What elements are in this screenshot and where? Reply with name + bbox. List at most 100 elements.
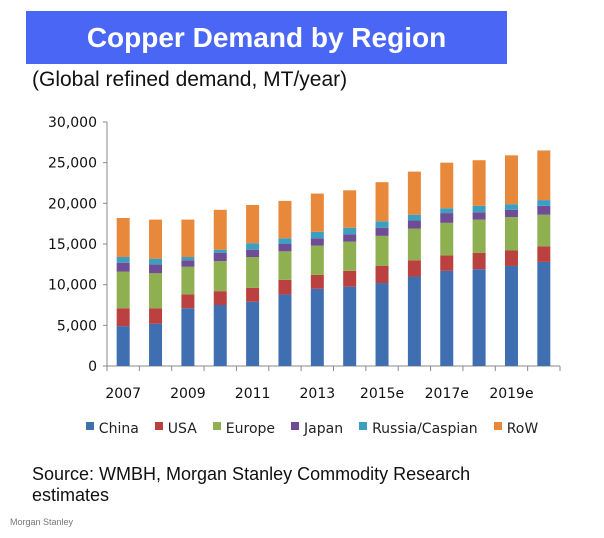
legend-label: RoW [506,421,539,437]
legend-item: RoW [493,421,539,437]
x-tick-label: 2009 [170,386,206,402]
bar-segment-usa-2012 [278,279,292,295]
y-tick-label: 10,000 [48,278,97,294]
bar-segment-usa-2019e [504,250,518,266]
brand-label: Morgan Stanley [10,517,74,527]
bar-segment-row-2018e [472,160,486,206]
legend-swatch [212,422,221,430]
bar-segment-row-2013 [310,193,324,232]
chart-title-banner: Copper Demand by Region [26,11,507,64]
x-tick-label: 2013 [300,386,336,402]
bar-segment-china-2019e [504,265,518,366]
y-tick-label: 0 [88,359,97,375]
bar-segment-china-2011 [246,301,260,366]
bar-segment-china-2012 [278,294,292,366]
bar-segment-europe-2012 [278,251,292,280]
legend-swatch [359,422,368,430]
bar-segment-row-2015e [375,182,389,222]
legend-label: Japan [304,421,344,437]
legend-swatch [85,422,94,430]
stacked-bar-chart: 0 5,000 10,000 15,000 20,000 25,000 30,000 2007… [48,115,561,402]
bar-segment-china-2015e [375,283,389,366]
bar-segment-usa-2009 [181,294,195,309]
legend-swatch [291,422,300,430]
bar-segment-china-2014 [343,286,357,366]
bar-segment-usa-2015e [375,265,389,284]
bar-segment-china-2007 [116,326,130,366]
x-tick-label: 2017e [425,386,469,402]
bar-segment-usa-2010 [213,291,227,305]
bar-segment-japan-2008 [149,264,163,274]
bar-segment-china-2018e [472,269,486,366]
bar-segment-row-2010 [213,209,227,250]
legend-label: Europe [225,421,276,437]
bar-segment-russia-caspian-2017e [440,208,454,214]
bar-segment-japan-2015e [375,227,389,236]
bar-segment-china-2016e [407,276,421,366]
bar-segment-japan-2010 [213,252,227,262]
bar-segment-russia-caspian-2016e [407,214,421,221]
bar-segment-usa-2018e [472,252,486,270]
bar-segment-row-2008 [149,219,163,259]
legend-item: China [85,421,139,437]
bar-segment-russia-caspian-2010 [213,249,227,253]
legend-label: Russia/Caspian [372,421,478,437]
bar-segment-europe-2007 [116,271,130,309]
legend-label: China [98,421,139,437]
y-tick-label: 30,000 [48,115,97,131]
bar-segment-japan-2020e [537,205,551,215]
x-tick-label: 2011 [235,386,271,402]
bar-segment-europe-2009 [181,266,195,295]
bar-segment-japan-2013 [310,238,324,246]
bar-segment-japan-2012 [278,244,292,252]
bar-segment-russia-caspian-2009 [181,257,195,261]
bar-segment-europe-2019e [504,217,518,251]
x-tick-label: 2007 [105,386,141,402]
bar-segment-japan-2016e [407,220,421,229]
bar-segment-japan-2019e [504,209,518,218]
legend-item: Japan [291,421,343,437]
bar-segment-russia-caspian-2018e [472,205,486,213]
source-note: Source: WMBH, Morgan Stanley Commodity R… [32,464,471,505]
bar-segment-usa-2017e [440,255,454,271]
bar-segment-japan-2007 [116,262,130,272]
bar-segment-russia-caspian-2007 [116,257,130,263]
bar-segment-japan-2009 [181,260,195,267]
bar-segment-usa-2013 [310,274,324,289]
legend-swatch [154,422,163,430]
bar-segment-row-2007 [116,217,130,258]
legend-item: USA [154,421,197,437]
bar-segment-row-2011 [246,204,260,244]
bar-segment-usa-2011 [246,287,260,302]
bar-segment-europe-2014 [343,241,357,271]
y-tick-label: 5,000 [57,318,97,334]
bar-segment-usa-2008 [149,308,163,324]
bar-segment-row-2014 [343,190,357,228]
bar-segment-russia-caspian-2020e [537,200,551,206]
bar-segment-china-2010 [213,305,227,366]
bar-segment-china-2020e [537,261,551,366]
bar-segment-europe-2020e [537,214,551,247]
bar-segment-row-2020e [537,150,551,201]
bar-segment-usa-2014 [343,270,357,287]
legend-item: Europe [212,421,276,437]
bar-segment-europe-2008 [149,273,163,309]
bar-segment-usa-2016e [407,260,421,277]
bar-segment-row-2016e [407,171,421,215]
bar-segment-europe-2015e [375,235,389,266]
bar-segment-china-2008 [149,323,163,366]
bar-segment-europe-2017e [440,222,454,256]
bar-segment-row-2019e [504,155,518,205]
x-tick-label: 2019e [489,386,533,402]
bar-segment-russia-caspian-2014 [343,227,357,235]
bar-segment-europe-2010 [213,261,227,292]
bar-segment-china-2017e [440,270,454,366]
bar-segment-china-2009 [181,308,195,366]
legend-item: Russia/Caspian [359,421,478,437]
y-tick-label: 20,000 [48,196,97,212]
bar-segment-row-2012 [278,200,292,239]
bar-segment-china-2013 [310,288,324,366]
legend-swatch [493,422,502,430]
bar-segment-russia-caspian-2008 [149,258,163,265]
chart-subtitle: (Global refined demand, MT/year) [32,68,348,91]
